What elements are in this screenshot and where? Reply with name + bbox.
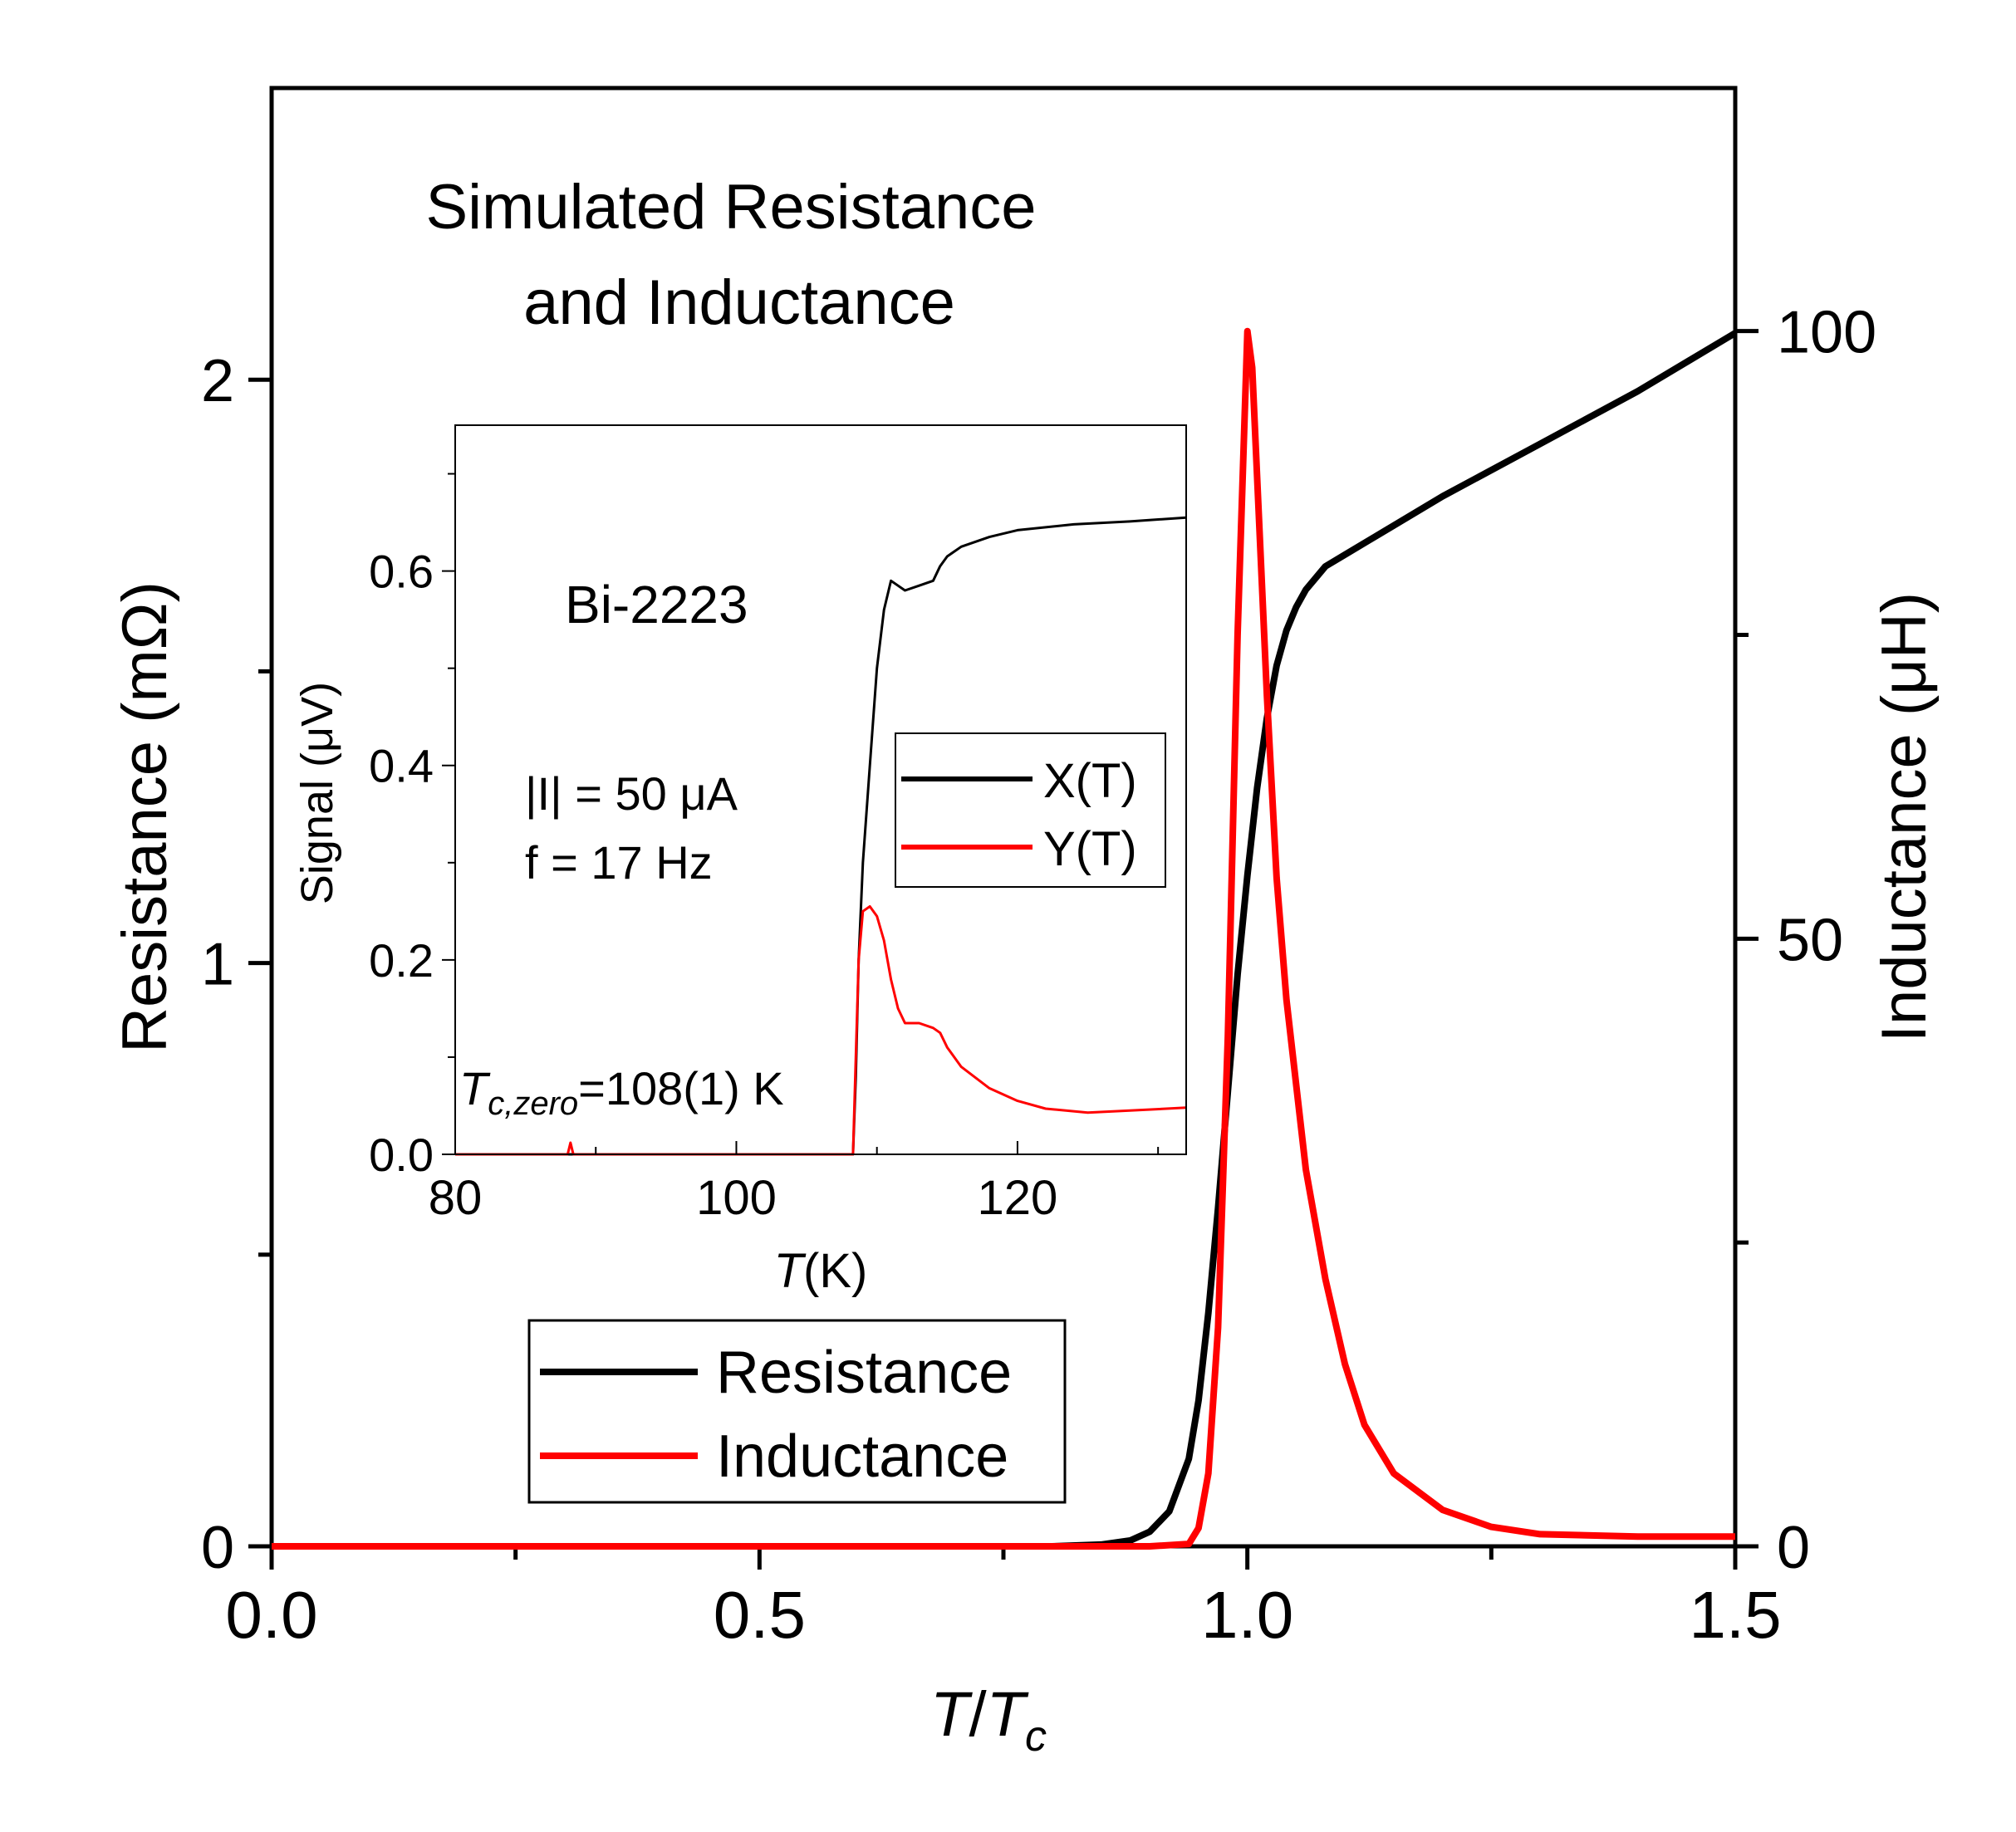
inset-annotation-current: |I| = 50 μA bbox=[525, 767, 738, 820]
main-y-right-tick-label: 50 bbox=[1777, 907, 1843, 973]
inset-x-label-var: T bbox=[774, 1244, 807, 1298]
main-y-left-label: Resistance (mΩ) bbox=[110, 581, 180, 1053]
main-y-right-tick-label: 0 bbox=[1777, 1515, 1810, 1581]
main-y-left-tick-label: 0 bbox=[201, 1515, 234, 1581]
main-series-resistance bbox=[272, 330, 1738, 1550]
main-legend: Resistance Inductance bbox=[527, 1319, 1067, 1504]
main-series bbox=[272, 327, 1738, 1550]
inset-x-tick-label: 120 bbox=[978, 1171, 1058, 1225]
inset-annotation-frequency: f = 17 Hz bbox=[525, 836, 713, 889]
main-y-left-tick-label: 1 bbox=[201, 932, 234, 998]
inset-ticks: 80 100 120 0.0 0.2 0.4 0.6 bbox=[369, 473, 1160, 1225]
inset-x-label-unit: (K) bbox=[803, 1244, 867, 1298]
inset-y-tick-label: 0.0 bbox=[369, 1129, 434, 1181]
main-y-left-tick-label: 2 bbox=[201, 348, 234, 414]
main-legend-label-inductance: Inductance bbox=[716, 1423, 1008, 1490]
inset-tc-sub: c,zero bbox=[488, 1085, 578, 1122]
main-x-tick-label: 1.0 bbox=[1201, 1578, 1293, 1652]
inset-legend-label-x: X(T) bbox=[1043, 754, 1137, 808]
main-legend-box bbox=[527, 1319, 1067, 1504]
inset-y-tick-label: 0.6 bbox=[369, 546, 434, 598]
inset-plot-frame bbox=[454, 424, 1187, 1155]
main-x-label-sep: / bbox=[969, 1679, 987, 1750]
main-x-tick-label: 1.5 bbox=[1689, 1578, 1781, 1652]
main-x-label-base: T bbox=[987, 1679, 1029, 1750]
inset-y-tick-label: 0.2 bbox=[369, 934, 434, 987]
inset-tc-base: T bbox=[459, 1062, 491, 1114]
inset-x-axis-label: T(K) bbox=[774, 1244, 868, 1298]
main-y-right-tick-label: 100 bbox=[1777, 300, 1876, 366]
main-x-label-sub: c bbox=[1025, 1712, 1047, 1761]
main-title-line1: Simulated Resistance bbox=[425, 172, 1036, 242]
main-y-right-label: Inductance (μH) bbox=[1869, 592, 1940, 1042]
inset-x-tick-label: 80 bbox=[429, 1171, 483, 1225]
main-x-tick-label: 0.0 bbox=[225, 1578, 317, 1652]
main-x-tick-label: 0.5 bbox=[714, 1578, 806, 1652]
main-x-label-var: T bbox=[930, 1679, 973, 1750]
inset-x-tick-label: 100 bbox=[696, 1171, 777, 1225]
main-title-line2: and Inductance bbox=[523, 267, 955, 338]
inset-tc-value: =108(1) K bbox=[578, 1062, 784, 1114]
main-series-inductance bbox=[272, 327, 1735, 1550]
inset-y-tick-label: 0.4 bbox=[369, 740, 434, 792]
main-legend-label-resistance: Resistance bbox=[716, 1340, 1012, 1406]
inset-legend: X(T) Y(T) bbox=[895, 732, 1166, 888]
inset-legend-box bbox=[895, 732, 1166, 888]
main-x-axis-label: T/Tc bbox=[930, 1679, 1047, 1761]
inset-legend-label-y: Y(T) bbox=[1043, 822, 1137, 876]
inset-y-axis-label: Signal (μV) bbox=[292, 682, 342, 904]
inset-tc-label: Tc,zero=108(1) K bbox=[459, 1062, 784, 1122]
inset-sample-label: Bi-2223 bbox=[565, 575, 748, 634]
